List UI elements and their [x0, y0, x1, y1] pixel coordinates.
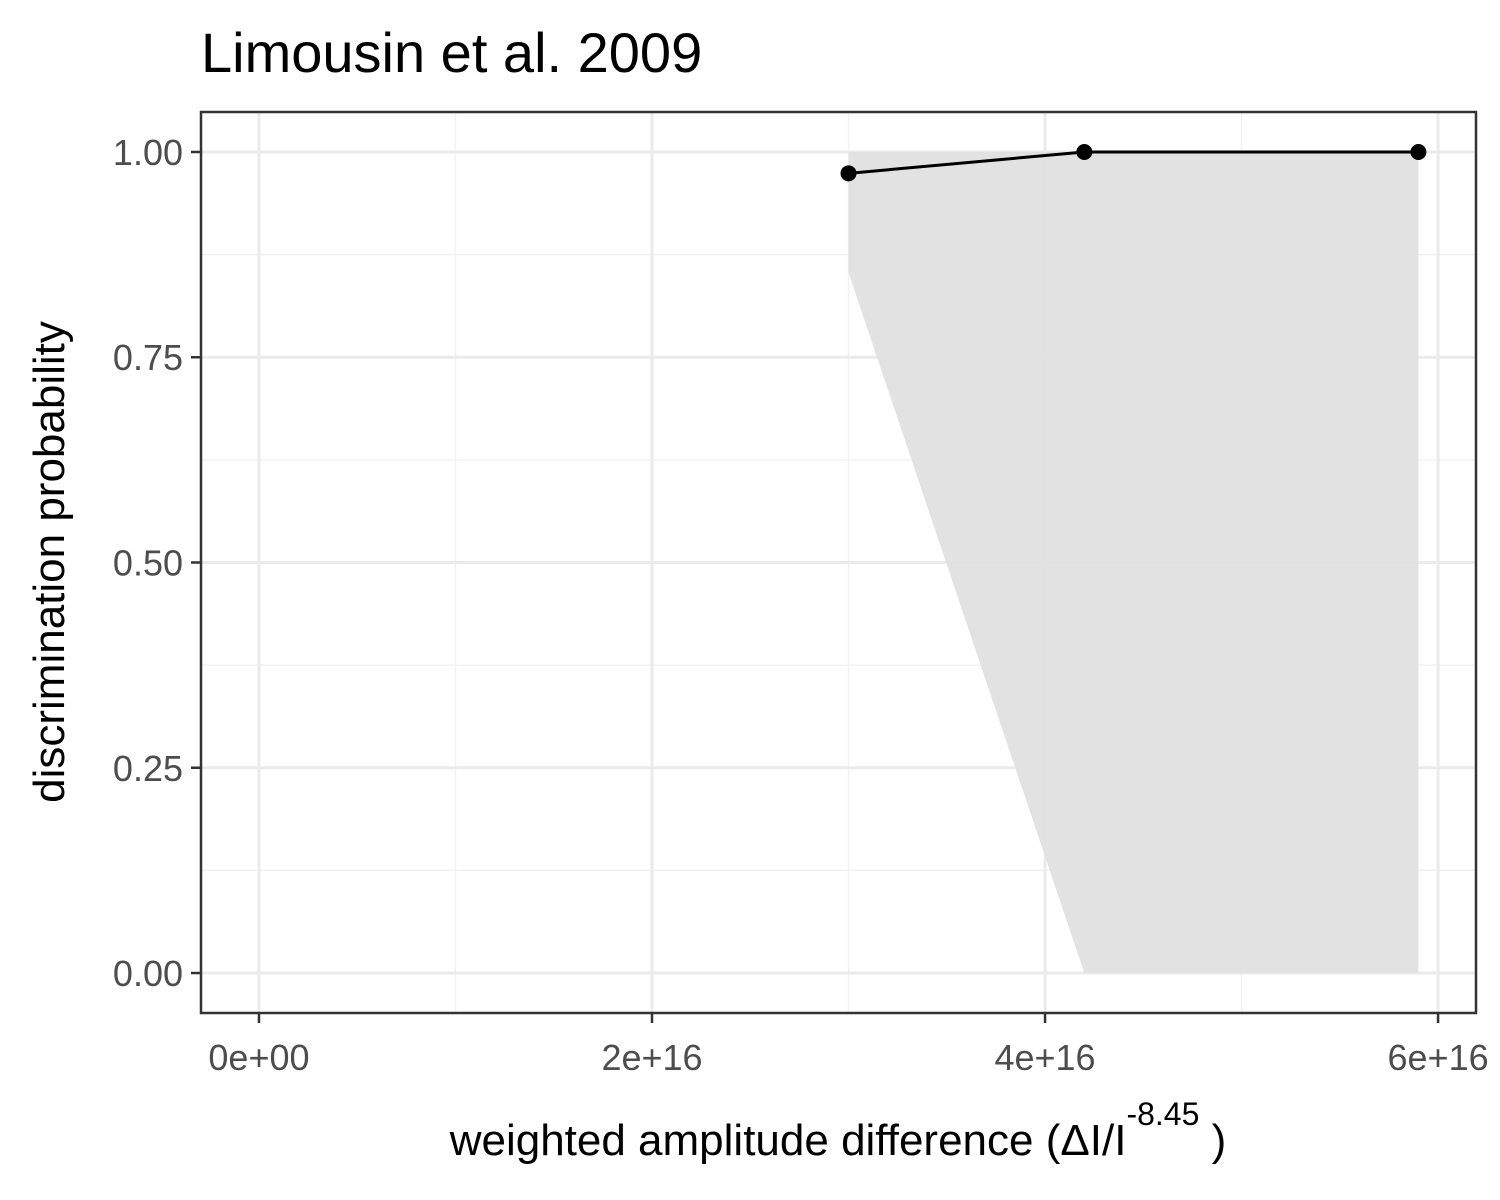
x-axis-title: weighted amplitude difference (ΔI/I-8.45…: [449, 1096, 1227, 1165]
x-tick-label: 4e+16: [994, 1037, 1095, 1078]
confidence-ribbon: [848, 151, 1419, 974]
y-tick-label: 0.25: [113, 748, 183, 789]
x-tick-label: 0e+00: [208, 1037, 309, 1078]
x-axis-title-end: ): [1199, 1116, 1226, 1165]
point: [1076, 143, 1093, 160]
panel-border: [199, 110, 1478, 1015]
x-tick-label: 2e+16: [601, 1037, 702, 1078]
x-tick-label: 6e+16: [1388, 1037, 1489, 1078]
y-axis-title: discrimination probability: [25, 321, 74, 803]
point: [840, 165, 857, 182]
y-tick-label: 1.00: [113, 132, 183, 173]
point: [1410, 143, 1427, 160]
y-tick-label: 0.00: [113, 953, 183, 994]
y-tick-label: 0.50: [113, 543, 183, 584]
x-axis-title-main: weighted amplitude difference (ΔI/I: [449, 1116, 1127, 1165]
chart-title: Limousin et al. 2009: [201, 21, 702, 84]
y-tick-label: 0.75: [113, 337, 183, 378]
x-axis-title-superscript: -8.45: [1126, 1096, 1199, 1132]
